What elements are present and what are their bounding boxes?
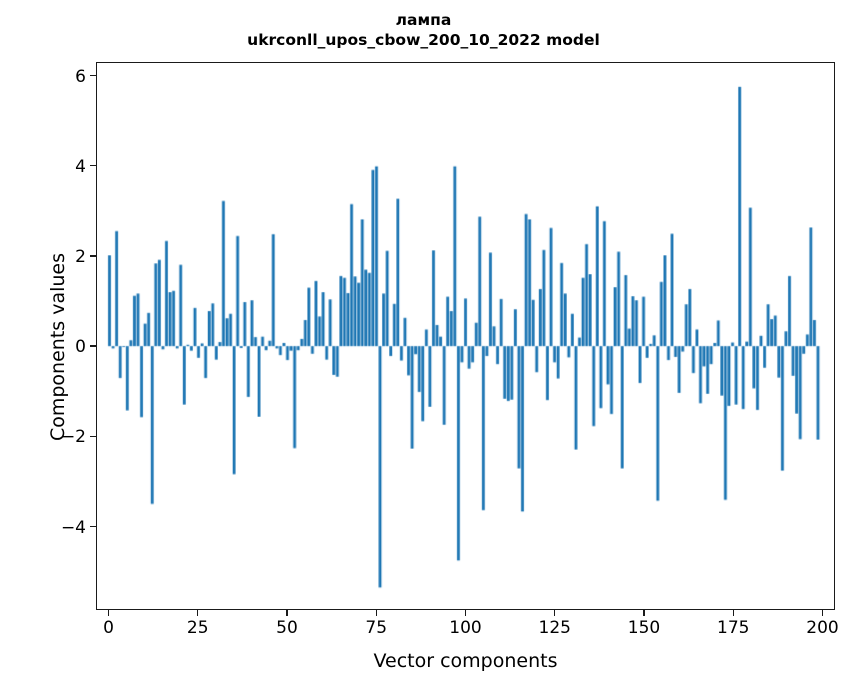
y-tick-label: 4	[75, 156, 86, 177]
y-tick-label: 6	[75, 66, 86, 87]
x-tick-mark	[107, 610, 110, 616]
x-tick-label: 100	[449, 618, 482, 638]
y-tick-mark	[90, 345, 96, 347]
x-tick-mark	[286, 610, 288, 616]
y-tick-mark	[90, 165, 96, 167]
y-tick-label: −2	[60, 427, 86, 448]
chart-title-line2: ukrconll_upos_cbow_200_10_2022 model	[247, 31, 600, 49]
x-tick-mark	[464, 610, 467, 616]
chart-title-line1: лампа	[395, 11, 452, 29]
x-tick-label: 75	[365, 618, 388, 638]
x-axis-label: Vector components	[373, 650, 558, 672]
x-tick-mark	[197, 610, 199, 616]
x-tick-mark	[554, 610, 556, 616]
x-tick-mark	[732, 610, 734, 616]
x-tick-label: 175	[717, 618, 750, 638]
x-tick-label: 50	[276, 618, 298, 638]
x-tick-mark	[821, 610, 824, 616]
y-tick-mark	[90, 435, 96, 437]
y-tick-mark	[90, 255, 96, 257]
plot-area	[96, 62, 835, 610]
x-tick-label: 150	[627, 618, 661, 638]
y-tick-mark	[90, 74, 96, 77]
x-tick-label: 125	[538, 618, 571, 638]
y-tick-label: 0	[75, 337, 86, 358]
y-tick-label: −4	[60, 517, 86, 538]
bar-series-canvas	[97, 63, 834, 609]
x-tick-label: 200	[806, 618, 839, 638]
x-tick-mark	[375, 610, 377, 616]
y-tick-mark	[90, 525, 96, 528]
x-tick-label: 25	[186, 618, 209, 638]
x-tick-label: 0	[103, 618, 114, 638]
x-tick-mark	[643, 610, 645, 616]
chart-title: лампа ukrconll_upos_cbow_200_10_2022 mod…	[0, 10, 847, 50]
y-tick-label: 2	[75, 246, 86, 267]
